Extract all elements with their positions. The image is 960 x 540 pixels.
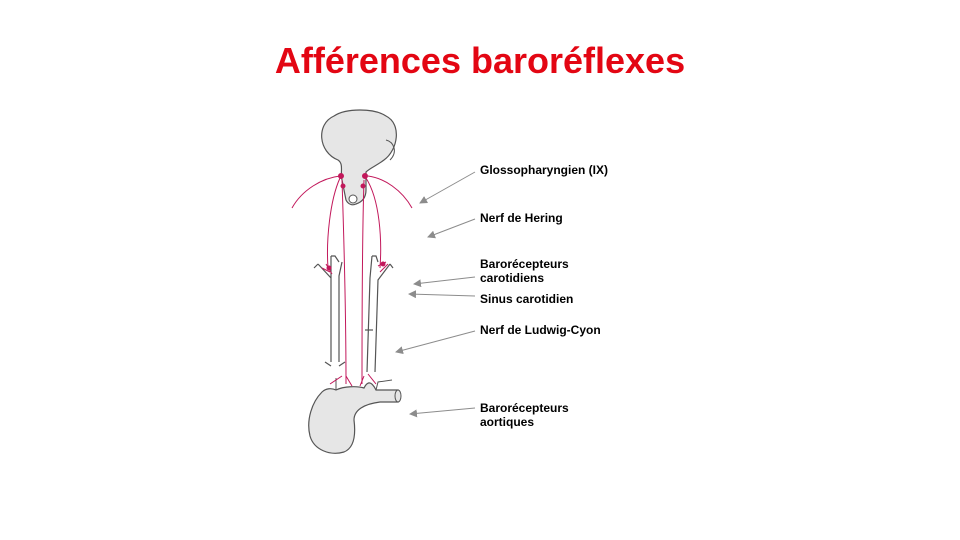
label-baro-aortiques-line2: aortiques bbox=[480, 415, 535, 429]
arrow-sinus-carotidien bbox=[408, 290, 476, 299]
arrows bbox=[395, 171, 476, 418]
label-sinus-carotidien: Sinus carotidien bbox=[480, 292, 574, 306]
arrow-glossopharyngien bbox=[419, 171, 476, 204]
arrow-baro-aortiques bbox=[409, 407, 476, 418]
carotid-arteries bbox=[313, 255, 394, 373]
arrow-baro-carotidiens bbox=[413, 276, 476, 288]
slide-title: Afférences baroréflexes bbox=[274, 40, 686, 81]
label-baro-aortiques: Barorécepteurs aortiques bbox=[480, 401, 569, 429]
label-baro-carotidiens: Barorécepteurs carotidiens bbox=[480, 257, 569, 285]
label-baro-carotidiens-line1: Barorécepteurs bbox=[480, 257, 569, 271]
heart-illustration bbox=[308, 378, 402, 454]
label-glossopharyngien: Glossopharyngien (IX) bbox=[480, 163, 609, 177]
arrow-nerf-hering bbox=[427, 218, 476, 239]
label-nerf-hering: Nerf de Hering bbox=[480, 211, 563, 225]
label-baro-aortiques-line1: Barorécepteurs bbox=[480, 401, 569, 415]
nerves bbox=[291, 173, 413, 387]
arrow-nerf-ludwig-cyon bbox=[395, 330, 476, 355]
label-nerf-ludwig-cyon: Nerf de Ludwig-Cyon bbox=[480, 323, 601, 337]
brain-illustration bbox=[321, 109, 397, 206]
label-baro-carotidiens-line2: carotidiens bbox=[480, 271, 545, 285]
